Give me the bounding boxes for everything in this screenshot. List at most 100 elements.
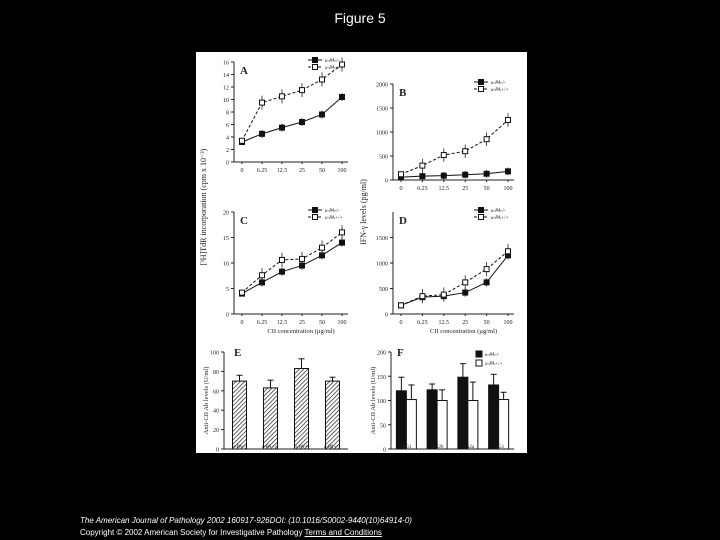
copyright-line: Copyright © 2002 American Society for In… [80, 528, 382, 537]
terms-link[interactable]: Terms and Conditions [304, 528, 382, 537]
legend-label-B: u-PA-/- [491, 81, 506, 86]
legend-label-C: u-PA-/- [325, 209, 340, 214]
legend-label-D: u-PA-/- [491, 209, 506, 214]
citation: The American Journal of Pathology 2002 1… [80, 516, 412, 525]
figure-svg: [³H]TdR incorporation (cpm x 10⁻³) IFN-γ… [199, 57, 514, 454]
x-tick-label-A: 100 [338, 168, 347, 174]
x-tick-label-B: 12.5 [439, 186, 450, 192]
x-tick-label-C: 12.5 [277, 320, 288, 326]
x-tick-label-E: u-PA-/- [294, 445, 309, 450]
legend-marker-D [478, 207, 484, 213]
x-tick-label-C: 0 [241, 320, 244, 326]
data-point-D [462, 279, 469, 286]
y-tick-label-E: 100 [210, 351, 219, 357]
right-yaxis-label: IFN-γ levels (pg/ml) [359, 179, 368, 245]
x-tick-label-C: 100 [338, 320, 347, 326]
bar-F-wildtype [436, 400, 448, 450]
x-tick-label-F: IgG1 [401, 445, 412, 450]
y-tick-label-D: 500 [379, 287, 388, 293]
x-tick-label-F: IgG2b [431, 445, 444, 450]
x-tick-label-C: 6.25 [257, 320, 268, 326]
data-point-C [239, 289, 245, 296]
y-tick-label-B: 0 [385, 179, 388, 185]
y-tick-label-A: 0 [226, 161, 229, 167]
x-tick-label-E: u-PA+/+ [324, 445, 342, 450]
bar-E [232, 380, 247, 450]
x-tick-label-D: 12.5 [439, 320, 450, 326]
x-tick-label-D: 50 [484, 320, 490, 326]
x-tick-label-C: 50 [319, 320, 325, 326]
data-point-B [462, 148, 469, 155]
series-line-C-0 [241, 242, 343, 295]
data-point-B [398, 171, 404, 178]
x-tick-label-A: 0 [241, 168, 244, 174]
bar-F-wildtype [498, 399, 510, 450]
y-tick-label-B: 500 [379, 155, 388, 161]
legend-marker-C [312, 207, 318, 213]
x-tick-label-A: 12.5 [277, 168, 288, 174]
citation-text: The American Journal of Pathology 2002 1… [80, 516, 412, 525]
legend-swatch-F [475, 359, 483, 367]
legend-marker-D [478, 214, 484, 220]
data-point-A [319, 76, 325, 83]
legend-swatch-F [475, 350, 483, 358]
data-point-D [440, 291, 447, 298]
x-tick-label-E: u-PA-/- [232, 445, 247, 450]
x-tick-label-A: 25 [299, 168, 305, 174]
legend-label-F: u-PA+/+ [485, 362, 503, 367]
series-line-D-0 [400, 255, 509, 306]
data-point-B [440, 152, 447, 159]
series-line-A-0 [241, 96, 343, 143]
data-point-A [279, 93, 285, 100]
y-tick-label-C: 20 [223, 211, 229, 217]
y-tick-label-F: 50 [380, 423, 386, 429]
bar-F-knockout [488, 384, 500, 450]
y-tick-label-C: 10 [223, 262, 229, 268]
bar-F-knockout [457, 376, 469, 450]
data-point-B [483, 136, 490, 143]
legend-label-C: u-PA+/+ [325, 216, 343, 221]
data-point-B [505, 117, 511, 123]
series-line-B-0 [400, 170, 509, 178]
data-point-A [259, 130, 265, 137]
data-point-D [505, 248, 511, 255]
y-tick-label-C: 15 [223, 236, 229, 242]
data-point-A [259, 99, 265, 106]
data-point-A [299, 87, 305, 94]
y-axis-label-E: Anti-CII Ab levels (U/ml) [203, 367, 210, 435]
bar-E [263, 387, 278, 450]
x-tick-label-B: 100 [504, 186, 513, 192]
data-point-B [505, 168, 511, 175]
legend-label-F: u-PA-/- [485, 353, 500, 358]
y-tick-label-D: 0 [385, 313, 388, 319]
x-tick-label-D: 25 [462, 320, 468, 326]
data-point-B [419, 173, 426, 180]
x-tick-label-A: 50 [319, 168, 325, 174]
panel-letter-B: B [399, 87, 407, 99]
series-line-A-1 [241, 64, 343, 141]
legend-label-A: u-PA-/- [325, 59, 340, 64]
legend-label-A: u-PA+/+ [325, 66, 343, 71]
y-tick-label-B: 1000 [376, 131, 388, 137]
data-point-A [339, 94, 345, 100]
y-tick-label-E: 60 [213, 389, 219, 395]
x-tick-label-E: u-PA+/+ [262, 445, 280, 450]
y-tick-label-F: 0 [383, 448, 386, 454]
y-tick-label-D: 1000 [376, 262, 388, 268]
x-tick-label-B: 0 [400, 186, 403, 192]
data-point-C [299, 255, 305, 262]
y-tick-label-A: 16 [223, 61, 229, 67]
data-point-C [279, 256, 285, 263]
data-point-D [398, 302, 404, 309]
data-point-A [239, 137, 245, 144]
x-tick-label-B: 25 [462, 186, 468, 192]
figure-title: Figure 5 [334, 10, 386, 26]
data-point-A [319, 111, 325, 118]
bar-F-wildtype [467, 400, 479, 450]
data-point-A [279, 124, 285, 131]
series-line-C-1 [241, 232, 343, 293]
bar-E [325, 380, 340, 450]
legend-marker-A [312, 64, 318, 70]
y-tick-label-A: 6 [226, 123, 229, 129]
x-tick-label-D: 0 [400, 320, 403, 326]
